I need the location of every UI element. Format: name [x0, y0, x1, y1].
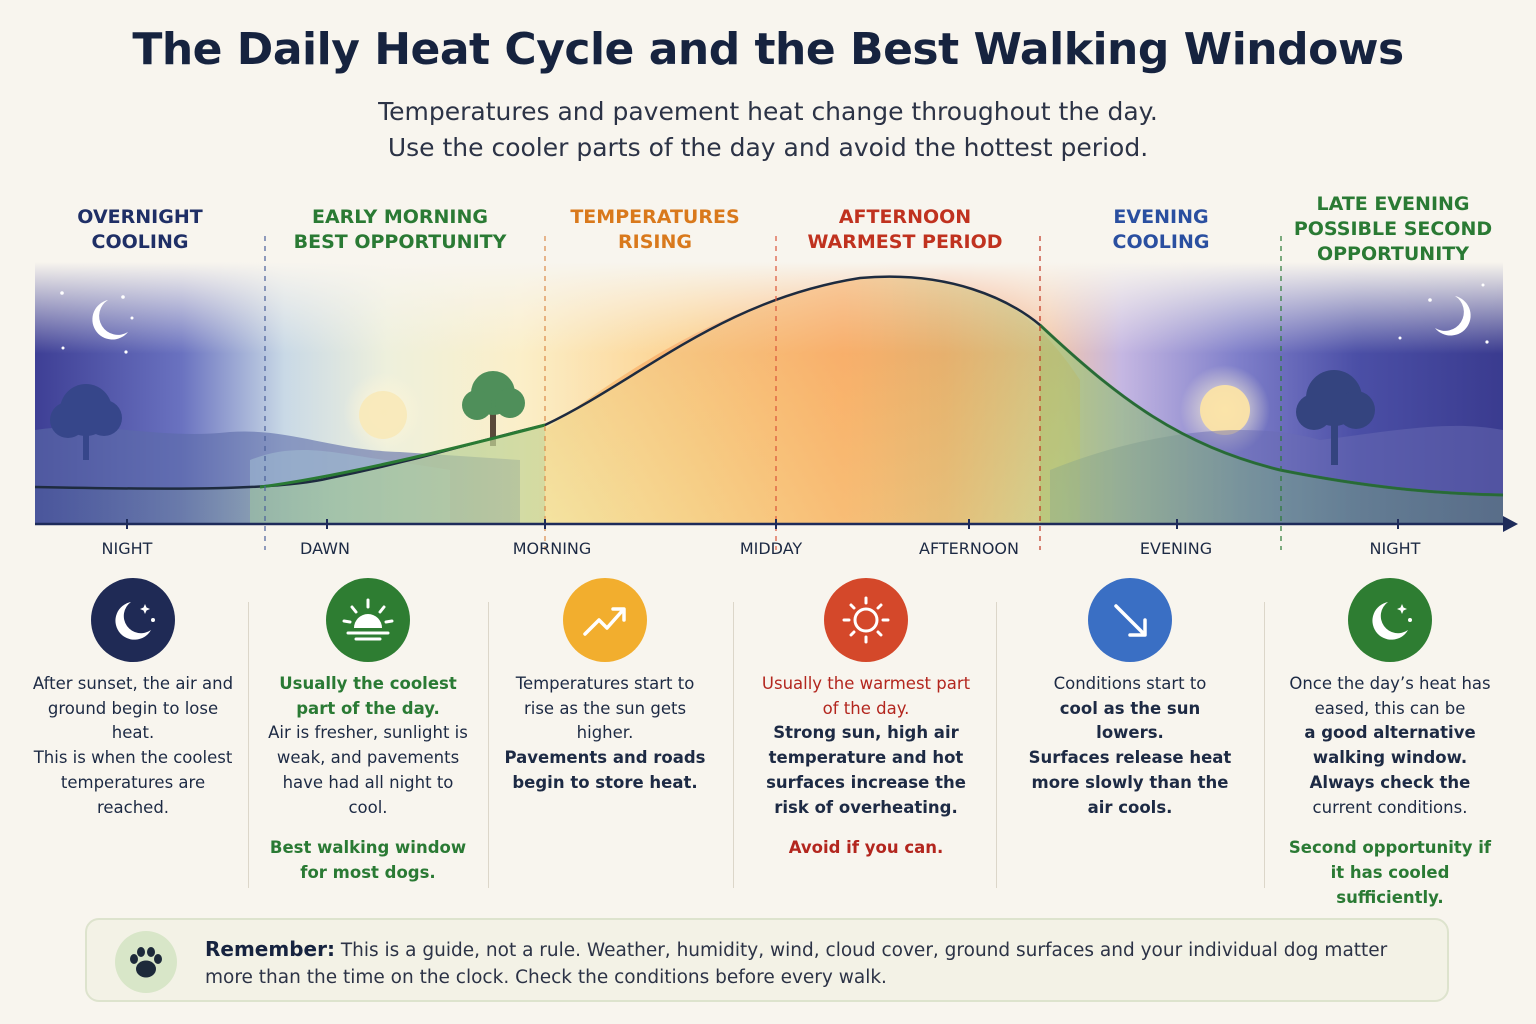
page-title: The Daily Heat Cycle and the Best Walkin…	[132, 24, 1404, 75]
phase-line: TEMPERATURES	[570, 206, 740, 228]
sun-icon	[824, 578, 908, 662]
column-highlight: Second opportunity if it has cooled suff…	[1288, 838, 1492, 907]
column-divider	[996, 602, 997, 888]
column-text: Air is fresher, sunlight is weak, and pa…	[268, 723, 468, 817]
column-text: Always check the	[1309, 772, 1471, 792]
info-column-afternoon: Usually the warmest part of the day. Str…	[761, 578, 971, 861]
column-text: Temperatures start to rise as the sun ge…	[515, 674, 695, 743]
phase-line: OVERNIGHT	[77, 206, 203, 228]
time-label-night-end: NIGHT	[1369, 539, 1421, 558]
moon-stars-icon	[1348, 578, 1432, 662]
phase-evening-cooling: EVENING COOLING	[1113, 205, 1210, 255]
trend-up-icon	[563, 578, 647, 662]
phase-afternoon: AFTERNOON WARMEST PERIOD	[807, 205, 1002, 255]
column-text: Usually the coolest part of the day.	[279, 674, 457, 718]
phase-temperatures-rising: TEMPERATURES RISING	[570, 205, 739, 255]
night-moon-right	[1398, 283, 1489, 344]
paw-icon	[115, 931, 177, 993]
phase-overnight-cooling: OVERNIGHT COOLING	[77, 205, 202, 255]
page-subtitle: Temperatures and pavement heat change th…	[0, 94, 1536, 166]
phase-line: EARLY MORNING	[311, 206, 488, 228]
column-text: a good alternative walking window.	[1304, 723, 1476, 768]
info-column-late-night: Once the day’s heat has eased, this can …	[1285, 578, 1495, 910]
column-highlight: Avoid if you can.	[788, 838, 944, 858]
trend-down-icon	[1088, 578, 1172, 662]
column-highlight: Best walking window for most dogs.	[269, 838, 467, 882]
info-column-night: After sunset, the air and ground begin t…	[28, 578, 238, 820]
column-divider	[733, 602, 734, 888]
column-text: Surfaces release heat more slowly than t…	[1028, 748, 1232, 817]
remember-text: Remember: This is a guide, not a rule. W…	[205, 936, 1425, 991]
remember-body: This is a guide, not a rule. Weather, hu…	[205, 940, 1388, 988]
column-text: Strong sun, high air temperature and hot…	[766, 723, 966, 817]
remember-callout: Remember: This is a guide, not a rule. W…	[85, 918, 1449, 1002]
time-label-dawn: DAWN	[300, 539, 350, 558]
phase-line: COOLING	[91, 231, 189, 253]
phase-line: AFTERNOON	[838, 206, 972, 228]
tree-dawn	[462, 371, 525, 446]
moon-stars-icon	[91, 578, 175, 662]
column-text: cool as the sun lowers.	[1059, 698, 1201, 743]
phase-late-evening: LATE EVENING POSSIBLE SECOND OPPORTUNITY	[1294, 192, 1492, 267]
night-moon-left	[60, 291, 134, 354]
time-label-morning: MORNING	[512, 539, 592, 558]
tree-left	[50, 384, 122, 460]
tree-right	[1296, 370, 1375, 465]
column-text: Pavements and roads begin to store heat.	[504, 748, 706, 792]
phase-line: WARMEST PERIOD	[807, 231, 1003, 253]
phase-line: BEST OPPORTUNITY	[293, 231, 507, 253]
column-text: After sunset, the air and ground begin t…	[32, 674, 234, 743]
phase-line: LATE EVENING	[1316, 193, 1470, 215]
time-label-evening: EVENING	[1139, 539, 1213, 558]
subtitle-line-2: Use the cooler parts of the day and avoi…	[387, 133, 1149, 162]
column-text: Usually the warmest part of the day.	[761, 674, 971, 718]
column-text: Once the day’s heat has eased, this can …	[1289, 674, 1491, 718]
column-text: current conditions.	[1312, 797, 1468, 817]
info-column-morning: Temperatures start to rise as the sun ge…	[500, 578, 710, 796]
column-text: Conditions start to	[1053, 674, 1207, 693]
column-divider	[488, 602, 489, 888]
column-divider	[248, 602, 249, 888]
phase-line: COOLING	[1112, 231, 1210, 253]
column-text: This is when the coolest temperatures ar…	[33, 748, 233, 817]
sunrise-icon	[326, 578, 410, 662]
subtitle-line-1: Temperatures and pavement heat change th…	[378, 97, 1158, 126]
time-label-night: NIGHT	[101, 539, 153, 558]
column-divider	[1264, 602, 1265, 888]
phase-line: RISING	[618, 231, 692, 253]
time-label-afternoon: AFTERNOON	[919, 539, 1019, 558]
phase-line: POSSIBLE SECOND	[1293, 218, 1493, 240]
info-column-dawn: Usually the coolest part of the day. Air…	[263, 578, 473, 886]
phase-early-morning: EARLY MORNING BEST OPPORTUNITY	[294, 205, 507, 255]
phase-line: EVENING	[1113, 206, 1209, 228]
info-column-evening: Conditions start to cool as the sun lowe…	[1025, 578, 1235, 820]
time-label-midday: MIDDAY	[739, 539, 803, 558]
phase-line: OPPORTUNITY	[1316, 243, 1469, 265]
remember-lead: Remember:	[205, 937, 335, 961]
